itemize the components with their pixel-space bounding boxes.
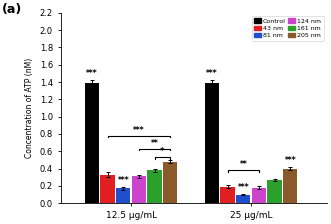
Text: ***: *** [118, 177, 129, 185]
Text: ***: *** [133, 126, 145, 135]
Y-axis label: Concentration of ATP (nM): Concentration of ATP (nM) [25, 58, 34, 158]
Bar [100, 175, 115, 203]
Bar [220, 187, 235, 203]
Bar [163, 162, 177, 203]
Text: **: ** [239, 160, 247, 169]
Bar [252, 188, 266, 203]
Bar [85, 83, 99, 203]
Bar [236, 194, 251, 203]
Text: ***: *** [238, 183, 249, 192]
Bar [267, 180, 282, 203]
Bar [116, 188, 130, 203]
Legend: Control, 43 nm, 81 nm, 124 nm, 161 nm, 205 nm: Control, 43 nm, 81 nm, 124 nm, 161 nm, 2… [252, 16, 324, 41]
Bar [132, 176, 146, 203]
Bar [283, 169, 298, 203]
Bar [147, 170, 162, 203]
Text: ***: *** [284, 156, 296, 165]
Text: (a): (a) [2, 3, 22, 16]
Text: ***: *** [206, 69, 218, 78]
Text: *: * [160, 147, 165, 156]
Text: ***: *** [86, 69, 98, 78]
Bar [205, 83, 219, 203]
Text: **: ** [151, 139, 159, 148]
